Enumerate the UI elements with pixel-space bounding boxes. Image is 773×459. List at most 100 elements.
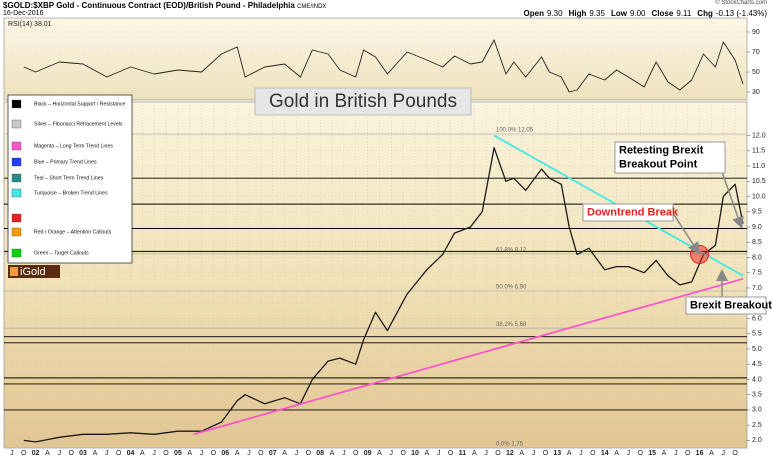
- quote-label: Open: [523, 9, 544, 18]
- quote-value: -0.13 (-1.43%): [715, 9, 767, 18]
- x-tick-label: J: [627, 450, 631, 457]
- series-line: [23, 39, 744, 93]
- legend-text: Green – Target Callouts: [34, 250, 89, 256]
- legend-swatch: [11, 213, 22, 223]
- x-tick-label: O: [400, 450, 406, 457]
- x-tick-label: J: [58, 450, 62, 457]
- header-date: 16-Dec-2016: [3, 10, 44, 17]
- annotation-text: Retesting Brexit: [619, 144, 704, 156]
- y-tick-label: 10.0: [752, 193, 766, 200]
- x-tick-label: A: [472, 450, 477, 457]
- annotation-text: Breakout Point: [619, 158, 698, 170]
- legend-text: Silver – Fibonacci Retracement Levels: [34, 121, 123, 127]
- x-tick-label: O: [543, 450, 549, 457]
- y-tick-label: 11.5: [752, 148, 765, 155]
- x-tick-label: 15: [648, 450, 656, 457]
- legend-swatch: [11, 188, 22, 198]
- fibonacci-label: 100.0% 12.05: [496, 128, 534, 134]
- y-tick-label: 7.0: [752, 285, 762, 292]
- y-tick-label: 3.5: [752, 391, 762, 398]
- x-tick-label: O: [68, 450, 74, 457]
- legend-swatch: [11, 173, 22, 183]
- annotation-box: [582, 203, 674, 222]
- x-tick-label: 04: [127, 450, 135, 457]
- x-tick-label: A: [709, 450, 714, 457]
- y-tick-label: 12.0: [752, 132, 766, 139]
- symbol-title: $GOLD:$XBP Gold - Continuous Contract (E…: [3, 1, 295, 10]
- x-tick-label: O: [732, 450, 738, 457]
- x-tick-label: A: [93, 450, 98, 457]
- x-tick-label: O: [685, 450, 691, 457]
- series-line: [23, 147, 744, 443]
- x-tick-label: 08: [316, 450, 324, 457]
- legend-swatch: [11, 157, 22, 167]
- x-tick-label: A: [282, 450, 287, 457]
- x-tick-label: J: [295, 450, 299, 457]
- x-tick-label: A: [330, 450, 335, 457]
- x-tick-label: O: [448, 450, 454, 457]
- x-tick-label: J: [247, 450, 251, 457]
- legend-text: Red / Orange – Attention Callouts: [34, 229, 112, 235]
- x-tick-label: 09: [364, 450, 372, 457]
- logo-square: [10, 267, 18, 276]
- header-title-row: $GOLD:$XBP Gold - Continuous Contract (E…: [3, 1, 326, 10]
- x-tick-label: O: [495, 450, 501, 457]
- fibonacci-label: 50.0% 6.90: [496, 285, 527, 291]
- x-tick-label: A: [614, 450, 619, 457]
- x-tick-label: 02: [32, 450, 40, 457]
- x-tick-label: J: [674, 450, 678, 457]
- y-tick-label: 90: [752, 29, 760, 36]
- exchange: CME/INDX: [297, 4, 327, 10]
- logo-bg: [8, 265, 60, 278]
- y-tick-label: 7.5: [752, 270, 762, 277]
- x-tick-label: O: [211, 450, 217, 457]
- x-tick-label: J: [437, 450, 441, 457]
- x-tick-label: J: [200, 450, 204, 457]
- x-tick-label: A: [140, 450, 145, 457]
- y-tick-label: 11.0: [752, 163, 765, 170]
- y-tick-label: 10.5: [752, 178, 766, 185]
- annotation-text: Brexit Breakout: [690, 299, 772, 311]
- quote-label: High: [568, 9, 587, 18]
- y-tick-label: 9.5: [752, 209, 762, 216]
- legend-swatch: [11, 99, 22, 109]
- rsi-panel: [3, 17, 748, 101]
- x-tick-label: 13: [553, 450, 561, 457]
- quote-row: Open 9.30 High 9.35 Low 9.00 Close 9.11 Chg -0.13…: [518, 9, 767, 18]
- x-tick-label: O: [590, 450, 596, 457]
- x-tick-label: 07: [269, 450, 277, 457]
- rsi-label: RSI(14) 38.01: [8, 21, 52, 28]
- quote-value: 9.30: [547, 9, 563, 18]
- x-tick-label: J: [390, 450, 394, 457]
- fibonacci-label: 0.0% 1.75: [496, 442, 524, 448]
- x-tick-label: O: [116, 450, 122, 457]
- y-tick-label: 8.5: [752, 239, 762, 246]
- chart-title: Gold in British Pounds: [269, 91, 457, 112]
- quote-label: Low: [610, 9, 627, 18]
- fibonacci-label: 61.8% 8.12: [496, 247, 527, 253]
- copyright: © StockCharts.com: [715, 0, 767, 6]
- x-tick-label: A: [377, 450, 382, 457]
- x-tick-label: 03: [79, 450, 87, 457]
- x-tick-label: 16: [696, 450, 704, 457]
- y-tick-label: 8.0: [752, 254, 762, 261]
- y-tick-label: 5.5: [752, 331, 762, 338]
- quote-label: Chg: [697, 9, 713, 18]
- legend-text: Turquoise – Broken Trend Lines: [34, 190, 108, 196]
- annotation-box: [614, 141, 726, 174]
- x-tick-label: A: [425, 450, 430, 457]
- quote-label: Close: [651, 9, 674, 18]
- x-tick-label: J: [579, 450, 583, 457]
- x-tick-label: O: [353, 450, 359, 457]
- x-tick-label: J: [105, 450, 109, 457]
- x-tick-label: A: [235, 450, 240, 457]
- y-tick-label: 4.0: [752, 376, 762, 383]
- x-tick-label: 05: [174, 450, 182, 457]
- legend-text: Magenta – Long Term Trend Lines: [34, 143, 113, 149]
- x-tick-label: J: [722, 450, 726, 457]
- x-tick-label: A: [662, 450, 667, 457]
- x-tick-label: A: [187, 450, 192, 457]
- legend-swatch: [11, 119, 22, 129]
